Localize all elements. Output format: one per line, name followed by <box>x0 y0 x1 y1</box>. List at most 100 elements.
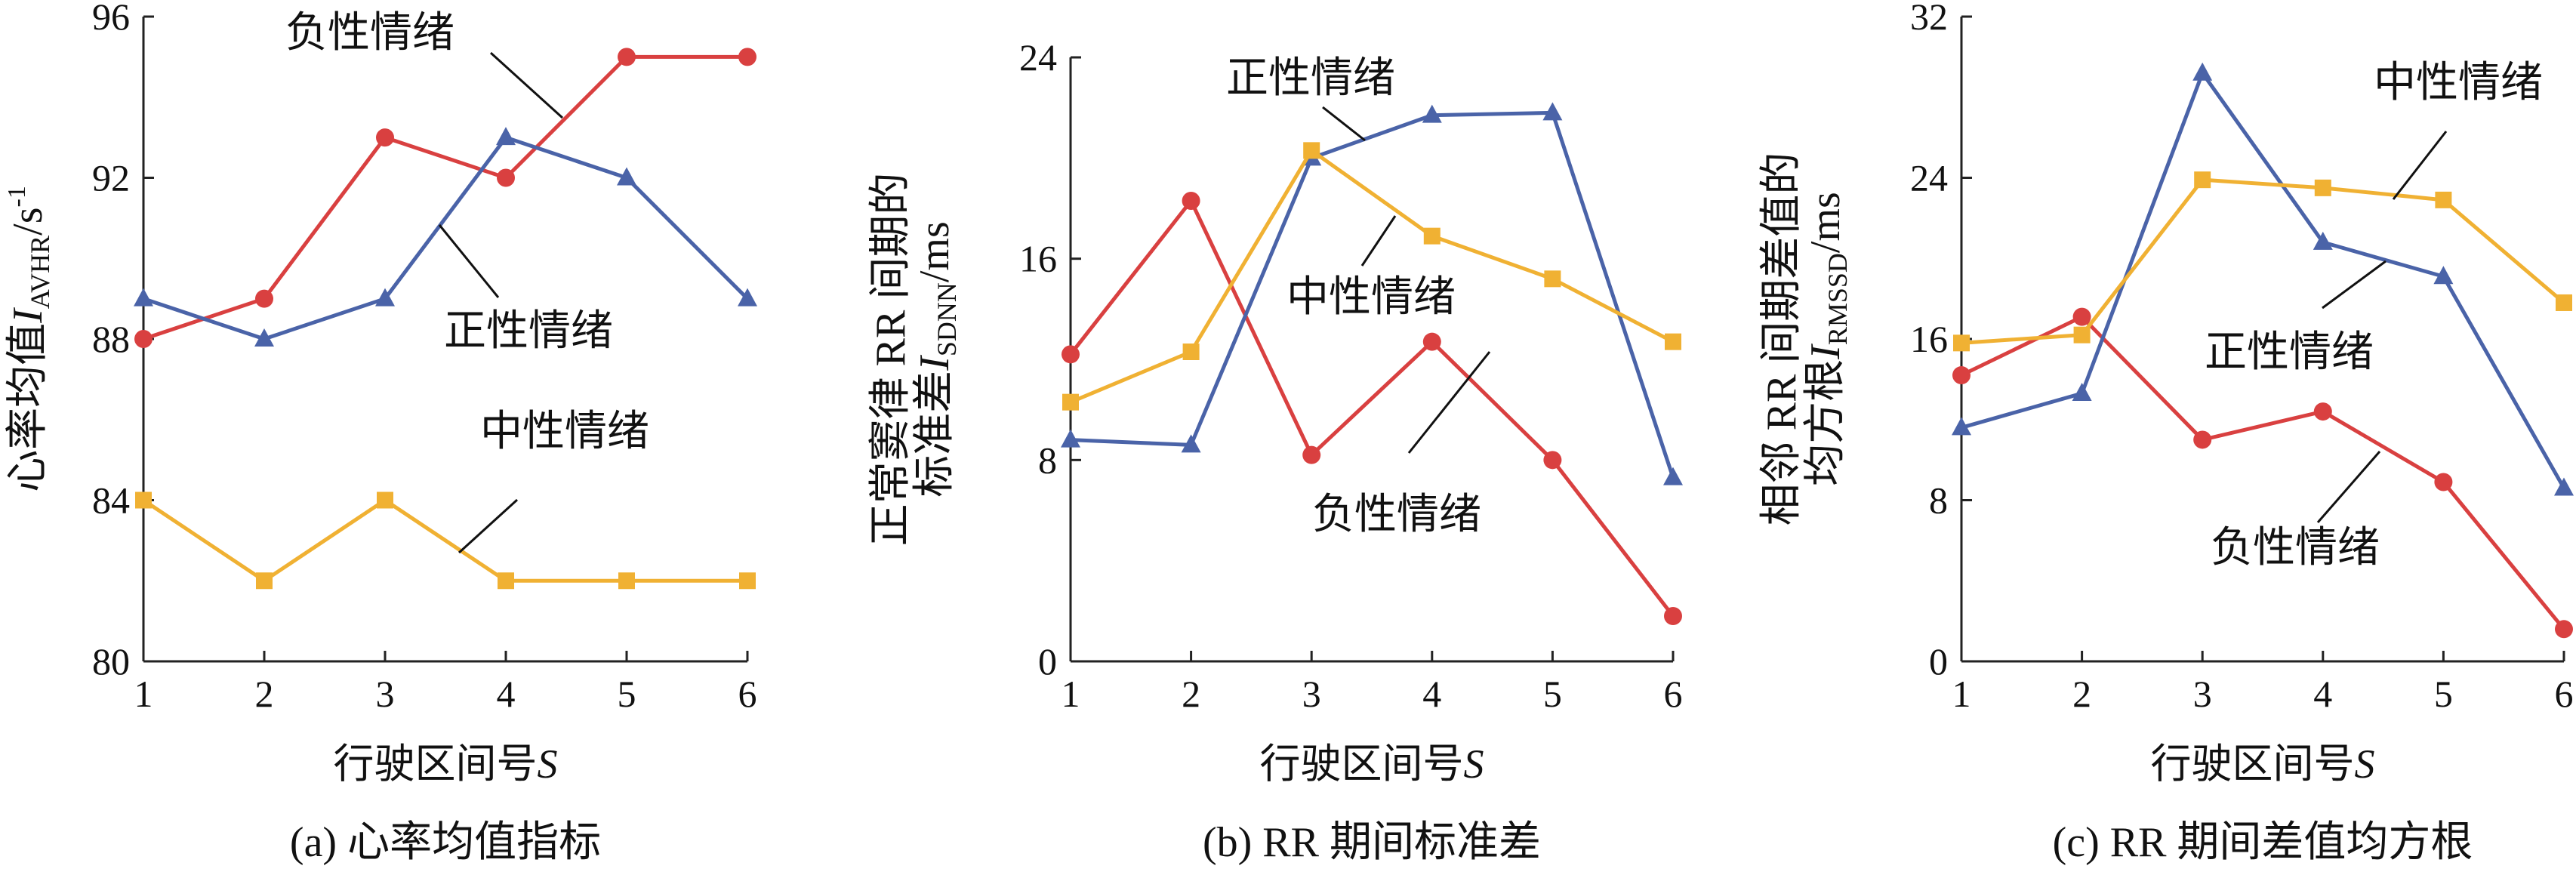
series-annotation: 中性情绪 <box>2374 60 2543 106</box>
panel-c: 0 8 16 24 32 1 2 3 4 5 6 行驶区间号S (c) RR 期间差值均方根 相邻 RR … <box>1758 0 2574 866</box>
data-point <box>496 127 516 146</box>
y-axis-label-unit: /ms <box>1802 192 1849 253</box>
data-point <box>2194 171 2211 189</box>
series-line-0 <box>1960 315 2565 630</box>
data-point <box>255 289 273 308</box>
annotation-leader <box>438 224 500 298</box>
y-axis-label-sub: SDNN <box>932 282 962 356</box>
y-tick-label: 80 <box>92 640 130 682</box>
y-axis-label-sub: AVHR <box>25 236 55 309</box>
y-tick-label: 0 <box>1038 640 1057 682</box>
x-axis-label-var: S <box>538 741 558 787</box>
data-point <box>2073 326 2091 344</box>
data-point <box>1181 434 1201 453</box>
data-point <box>739 572 756 590</box>
x-axis-label: 行驶区间号S <box>2151 741 2375 787</box>
series-annotation: 正性情绪 <box>2205 329 2374 376</box>
x-tick-label: 3 <box>2193 673 2212 715</box>
series-annotation: 负性情绪 <box>285 10 454 57</box>
y-axis-label-var: I <box>5 307 51 324</box>
series-annotation: 负性情绪 <box>2211 525 2380 572</box>
x-tick-label: 1 <box>1062 673 1080 715</box>
y-axis-label-line1: 正常窦律 RR 间期的 <box>867 173 914 547</box>
y-tick-label: 16 <box>1019 238 1057 280</box>
x-axis-label-var: S <box>1464 741 1484 787</box>
series-annotation: 中性情绪 <box>480 408 649 455</box>
data-point <box>2072 307 2091 326</box>
data-point <box>1663 467 1683 485</box>
data-point <box>2072 383 2092 402</box>
data-point <box>256 572 273 590</box>
series-line-0 <box>1069 199 1675 618</box>
data-point <box>2193 430 2212 449</box>
data-point <box>134 288 153 307</box>
series-line-2 <box>1070 148 1675 404</box>
x-tick-label: 3 <box>376 673 395 715</box>
data-point <box>1544 270 1561 288</box>
x-tick-label: 1 <box>1952 673 1971 715</box>
data-point <box>134 330 153 348</box>
x-axis-label-text: 行驶区间号 <box>1260 741 1464 787</box>
x-tick-label: 5 <box>2434 673 2453 715</box>
y-tick-label: 92 <box>92 157 130 199</box>
x-tick-label: 2 <box>2072 673 2091 715</box>
data-point <box>1542 102 1563 121</box>
data-point <box>2435 191 2452 208</box>
data-point <box>2554 477 2574 496</box>
data-point <box>1182 192 1200 210</box>
panel-caption: (c) RR 期间差值均方根 <box>2053 819 2473 866</box>
data-point <box>2313 402 2332 421</box>
y-axis-label: 均方根IRMSSD/ms <box>1802 192 1853 486</box>
data-point <box>1952 366 1971 385</box>
y-axis-label-unit: /s <box>5 207 51 235</box>
x-tick-label: 2 <box>1182 673 1200 715</box>
data-point <box>1062 345 1080 364</box>
x-axis-label-var: S <box>2355 741 2375 787</box>
data-point <box>2313 231 2333 250</box>
series-line-1 <box>1961 71 2566 489</box>
y-axis-label-var: I <box>911 355 958 371</box>
y-tick-label: 16 <box>1910 318 1948 360</box>
panel-caption: (b) RR 期间标准差 <box>1203 819 1541 866</box>
annotation-leader <box>458 498 519 554</box>
x-tick-label: 4 <box>497 673 516 715</box>
annotation-leader <box>2322 260 2386 310</box>
panel-a: 80 84 88 92 96 1 2 3 4 5 6 行驶区间号S (a) 心率均值指标 心率均值IAVH… <box>3 0 757 866</box>
series-annotation: 正性情绪 <box>1226 55 1395 102</box>
x-tick-label: 4 <box>2313 673 2332 715</box>
x-tick-label: 6 <box>738 673 757 715</box>
data-point <box>1422 104 1442 123</box>
x-tick-label: 4 <box>1422 673 1441 715</box>
annotation-leader <box>1322 106 1366 142</box>
y-axis-label-main: 标准差 <box>911 371 958 498</box>
x-tick-label: 5 <box>1543 673 1562 715</box>
data-point <box>738 288 757 307</box>
y-tick-label: 8 <box>1038 439 1057 481</box>
series-line-2 <box>142 498 747 583</box>
data-point <box>2434 473 2453 491</box>
data-point <box>1665 333 1681 350</box>
data-point <box>2192 62 2213 81</box>
x-tick-label: 6 <box>2555 673 2574 715</box>
y-axis-label-main: 心率均值 <box>5 323 51 492</box>
y-tick-label: 32 <box>1910 0 1948 38</box>
x-tick-label: 2 <box>255 673 274 715</box>
y-tick-label: 88 <box>92 318 130 360</box>
y-tick-label: 8 <box>1929 479 1948 522</box>
panel-caption: (a) 心率均值指标 <box>290 819 601 866</box>
data-point <box>254 328 274 347</box>
x-tick-label: 3 <box>1302 673 1321 715</box>
data-point <box>1953 334 1970 352</box>
data-point <box>498 572 514 590</box>
data-point <box>2555 620 2573 639</box>
x-tick-label: 1 <box>134 673 153 715</box>
y-tick-label: 24 <box>1019 36 1057 79</box>
data-point <box>1302 445 1321 464</box>
x-axis-label: 行驶区间号S <box>1260 741 1484 787</box>
data-point <box>1303 142 1320 159</box>
x-axis-label: 行驶区间号S <box>334 741 558 787</box>
data-point <box>1061 429 1080 448</box>
data-point <box>2314 179 2331 196</box>
y-axis-label-sup: -1 <box>3 186 31 207</box>
annotation-leader <box>489 51 564 119</box>
